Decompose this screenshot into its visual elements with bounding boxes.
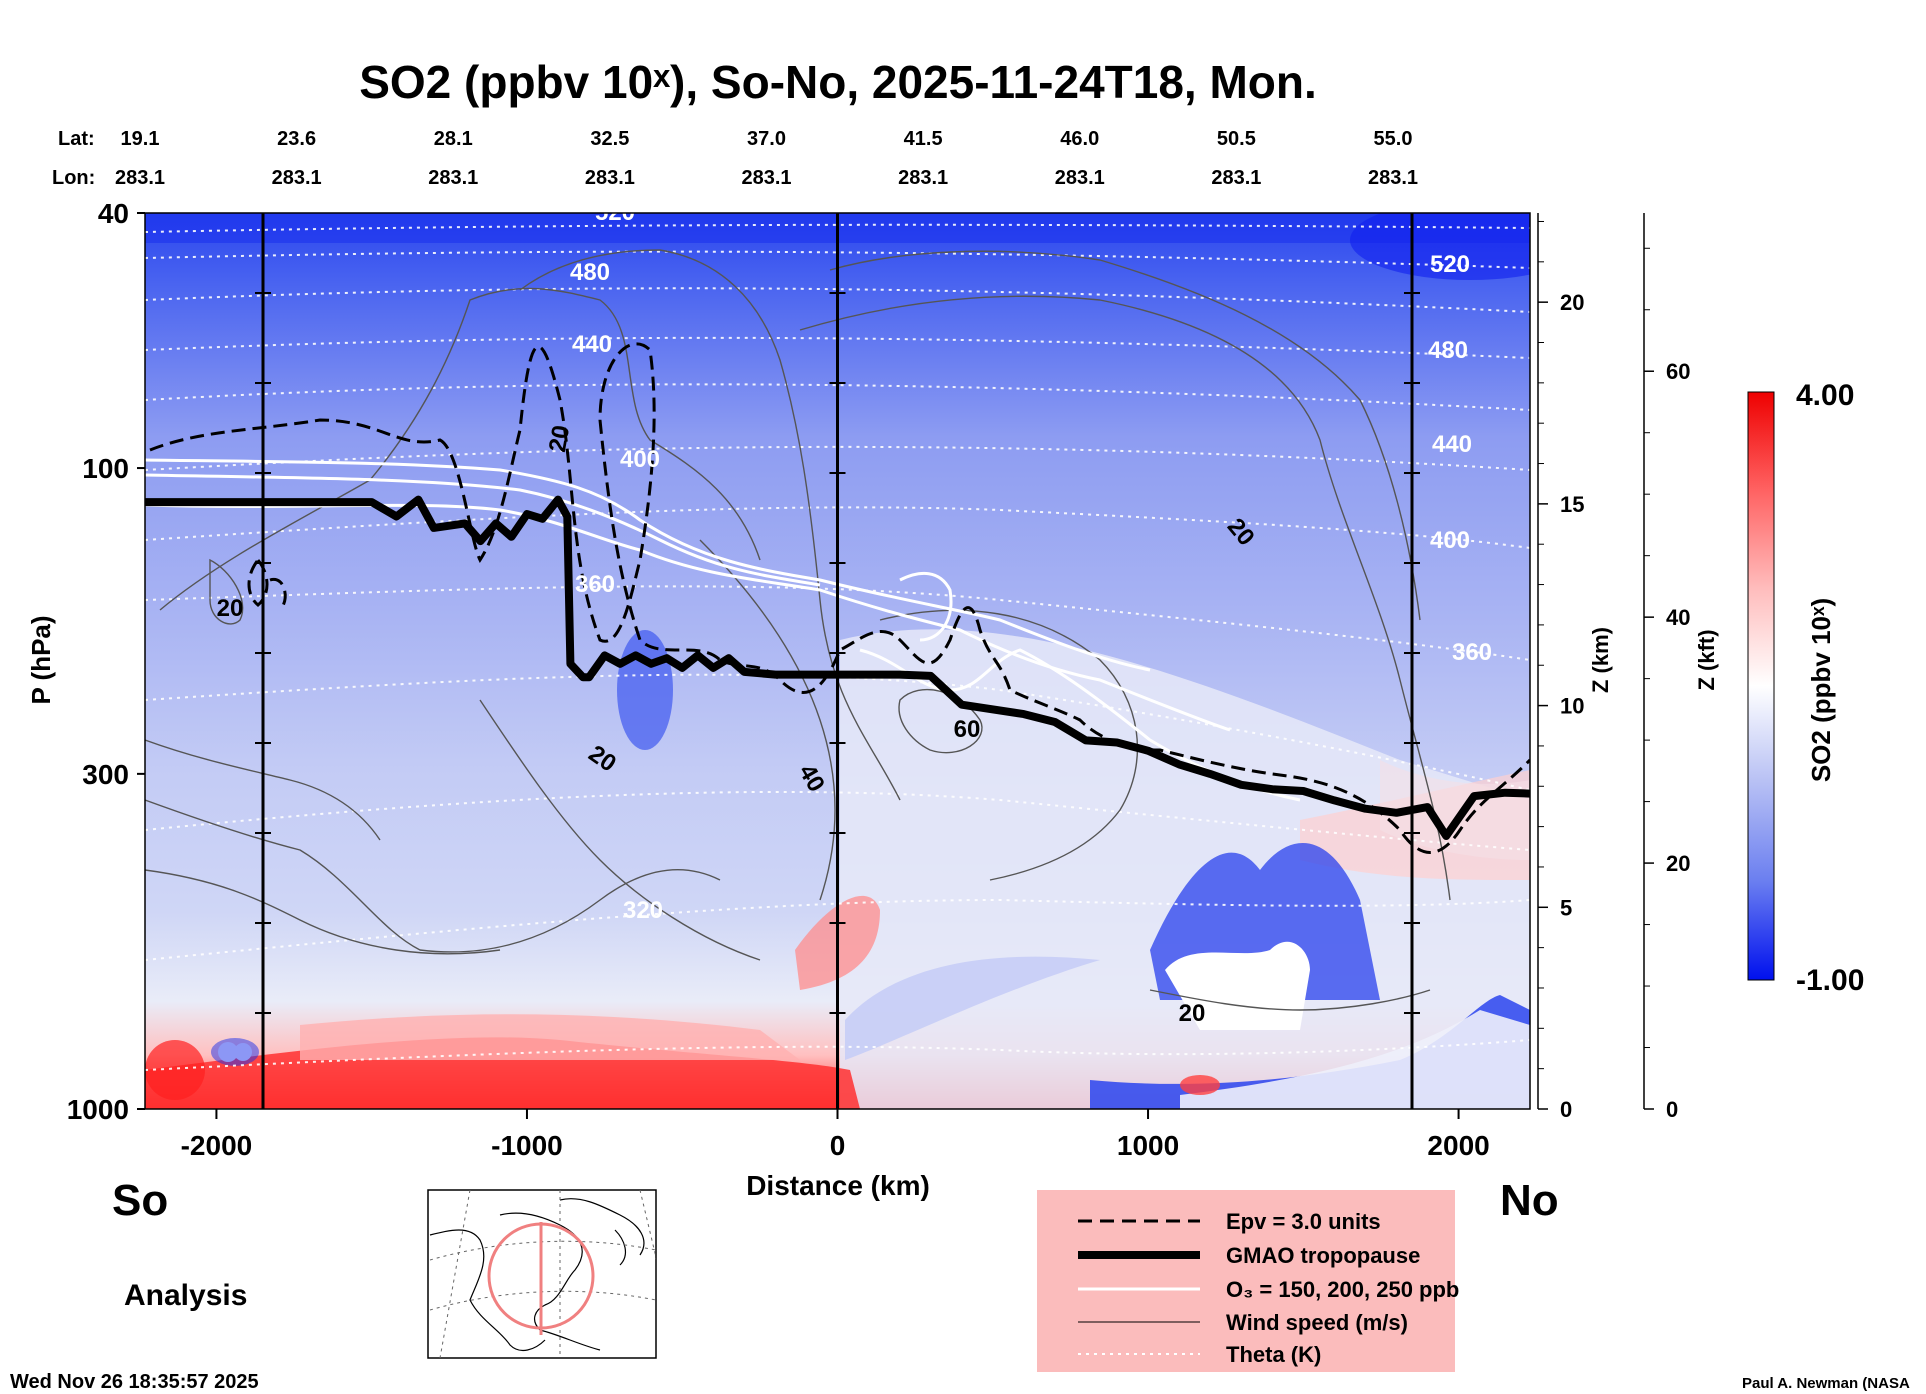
wind-label: 20 xyxy=(217,595,244,622)
wind-label: 20 xyxy=(1179,1000,1206,1027)
z-kft-tick-label: 60 xyxy=(1666,359,1690,384)
legend-label-ozone: O₃ = 150, 200, 250 ppb xyxy=(1226,1277,1459,1302)
theta-label: 400 xyxy=(620,446,660,473)
gmao-tropopause-line xyxy=(145,495,1530,840)
x-axis: -2000 -1000 0 1000 2000 xyxy=(181,1109,1490,1161)
theta-label: 360 xyxy=(575,571,615,598)
x-tick-label: -2000 xyxy=(181,1130,253,1161)
y-tick-label: 100 xyxy=(82,453,129,484)
z-km-axis-label: Z (km) xyxy=(1588,627,1613,693)
legend-label-tropopause: GMAO tropopause xyxy=(1226,1243,1420,1268)
lat-value: 50.5 xyxy=(1217,128,1256,150)
z-km-tick-label: 0 xyxy=(1560,1097,1572,1122)
south-label: So xyxy=(112,1176,168,1225)
lon-value: 283.1 xyxy=(585,167,635,189)
y-axis: 40 100 300 1000 xyxy=(67,198,145,1125)
lat-value: 32.5 xyxy=(590,128,629,150)
lon-value: 283.1 xyxy=(1368,167,1418,189)
x-axis-label: Distance (km) xyxy=(746,1170,930,1201)
lat-value: 28.1 xyxy=(434,128,473,150)
x-tick-label: 1000 xyxy=(1117,1130,1179,1161)
lon-label: Lon: xyxy=(52,167,95,189)
x-tick-label: 0 xyxy=(830,1130,846,1161)
y-tick-label: 1000 xyxy=(67,1094,129,1125)
lon-value: 283.1 xyxy=(272,167,322,189)
timestamp: Wed Nov 26 18:35:57 2025 xyxy=(10,1371,259,1393)
theta-label: 400 xyxy=(1430,527,1470,554)
z-km-tick-label: 15 xyxy=(1560,492,1584,517)
z-kft-tick-label: 20 xyxy=(1666,851,1690,876)
lon-value: 283.1 xyxy=(428,167,478,189)
theta-label: 440 xyxy=(1432,431,1472,458)
theta-label: 520 xyxy=(1430,251,1470,278)
lon-value: 283.1 xyxy=(115,167,165,189)
chart-title: SO2 (ppbv 10ˣ), So-No, 2025-11-24T18, Mo… xyxy=(359,56,1317,108)
lat-value: 37.0 xyxy=(747,128,786,150)
map-coastline xyxy=(429,1229,546,1352)
z-km-tick-label: 5 xyxy=(1560,895,1572,920)
lat-value: 55.0 xyxy=(1374,128,1413,150)
epv-contours xyxy=(149,342,1530,854)
theta-label: 480 xyxy=(570,259,610,286)
north-label: No xyxy=(1500,1176,1559,1225)
theta-label: 360 xyxy=(1452,639,1492,666)
legend: Epv = 3.0 units GMAO tropopause O₃ = 150… xyxy=(1037,1190,1459,1372)
colorbar-min-label: -1.00 xyxy=(1796,964,1864,997)
y-tick-label: 300 xyxy=(82,759,129,790)
legend-label-theta: Theta (K) xyxy=(1226,1342,1321,1367)
z-kft-tick-label: 40 xyxy=(1666,605,1690,630)
x-tick-label: -1000 xyxy=(491,1130,563,1161)
inset-map xyxy=(427,1189,657,1359)
lat-label: Lat: xyxy=(58,128,95,150)
colorbar: 4.00 -1.00 SO2 (ppbv 10ˣ) xyxy=(1747,379,1864,997)
lon-value: 283.1 xyxy=(1055,167,1105,189)
theta-label: 440 xyxy=(572,331,612,358)
z-kft-tick-label: 0 xyxy=(1666,1097,1678,1122)
colorbar-title: SO2 (ppbv 10ˣ) xyxy=(1806,598,1836,782)
legend-label-wind: Wind speed (m/s) xyxy=(1226,1310,1408,1335)
colorbar-max-label: 4.00 xyxy=(1796,379,1854,412)
credit: Paul A. Newman (NASA xyxy=(1742,1375,1910,1392)
wind-label: 20 xyxy=(544,423,575,454)
z-km-tick-label: 10 xyxy=(1560,694,1584,719)
lon-value: 283.1 xyxy=(1211,167,1261,189)
legend-label-epv: Epv = 3.0 units xyxy=(1226,1209,1381,1234)
lon-value: 283.1 xyxy=(741,167,791,189)
lat-value: 46.0 xyxy=(1060,128,1099,150)
z-kft-axis: 0 20 40 60 xyxy=(1643,213,1690,1122)
lat-value: 23.6 xyxy=(277,128,316,150)
z-km-axis: 0 5 10 15 20 xyxy=(1537,213,1584,1122)
theta-label: 320 xyxy=(623,897,663,924)
wind-speed-contours xyxy=(145,249,1451,1011)
lat-values: 19.1 23.6 28.1 32.5 37.0 41.5 46.0 50.5 55.0 xyxy=(121,128,1413,150)
z-kft-axis-label: Z (kft) xyxy=(1694,629,1719,690)
lat-value: 19.1 xyxy=(121,128,160,150)
y-tick-label: 40 xyxy=(98,198,129,229)
colorbar-gradient xyxy=(1747,391,1775,981)
theta-label: 480 xyxy=(1428,337,1468,364)
y-axis-label: P (hPa) xyxy=(26,615,56,704)
wind-label: 60 xyxy=(954,716,981,743)
section-vertical-lines xyxy=(255,213,1420,1109)
z-km-tick-label: 20 xyxy=(1560,290,1584,315)
x-tick-label: 2000 xyxy=(1427,1130,1489,1161)
lon-value: 283.1 xyxy=(898,167,948,189)
analysis-label: Analysis xyxy=(124,1279,247,1312)
lon-values: 283.1 283.1 283.1 283.1 283.1 283.1 283.1 283.1… xyxy=(115,167,1418,189)
lat-value: 41.5 xyxy=(904,128,943,150)
